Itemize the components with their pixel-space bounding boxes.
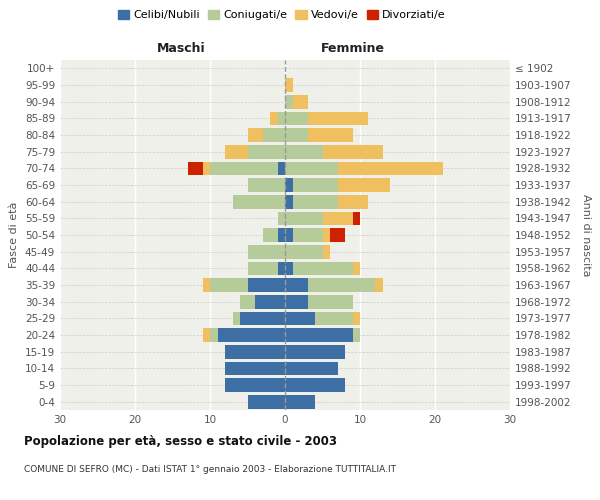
Bar: [285, 145, 323, 158]
Bar: [285, 95, 293, 108]
Bar: [285, 295, 308, 308]
Bar: [210, 278, 248, 292]
Bar: [270, 112, 277, 125]
Bar: [277, 112, 285, 125]
Bar: [353, 328, 360, 342]
Bar: [285, 345, 345, 358]
Bar: [225, 145, 248, 158]
Bar: [285, 378, 345, 392]
Bar: [203, 162, 210, 175]
Bar: [248, 178, 285, 192]
Bar: [323, 145, 383, 158]
Bar: [277, 262, 285, 275]
Bar: [337, 162, 443, 175]
Bar: [285, 128, 308, 142]
Text: Femmine: Femmine: [320, 42, 385, 55]
Bar: [248, 128, 263, 142]
Bar: [285, 245, 323, 258]
Bar: [285, 278, 308, 292]
Bar: [277, 228, 285, 242]
Bar: [225, 345, 285, 358]
Bar: [210, 162, 277, 175]
Bar: [248, 145, 285, 158]
Bar: [240, 312, 285, 325]
Bar: [293, 262, 353, 275]
Text: COMUNE DI SEFRO (MC) - Dati ISTAT 1° gennaio 2003 - Elaborazione TUTTITALIA.IT: COMUNE DI SEFRO (MC) - Dati ISTAT 1° gen…: [24, 465, 396, 474]
Bar: [285, 178, 293, 192]
Bar: [248, 262, 277, 275]
Bar: [293, 95, 308, 108]
Bar: [277, 212, 285, 225]
Bar: [353, 312, 360, 325]
Bar: [285, 112, 308, 125]
Bar: [323, 245, 330, 258]
Bar: [308, 128, 353, 142]
Bar: [285, 395, 315, 408]
Bar: [285, 195, 293, 208]
Text: Popolazione per età, sesso e stato civile - 2003: Popolazione per età, sesso e stato civil…: [24, 435, 337, 448]
Y-axis label: Fasce di età: Fasce di età: [10, 202, 19, 268]
Bar: [225, 378, 285, 392]
Bar: [233, 312, 240, 325]
Bar: [285, 312, 315, 325]
Bar: [248, 278, 285, 292]
Bar: [293, 195, 337, 208]
Bar: [337, 178, 390, 192]
Bar: [285, 262, 293, 275]
Bar: [203, 328, 210, 342]
Bar: [285, 328, 353, 342]
Bar: [187, 162, 203, 175]
Bar: [308, 112, 367, 125]
Bar: [285, 212, 323, 225]
Bar: [285, 228, 293, 242]
Bar: [277, 162, 285, 175]
Y-axis label: Anni di nascita: Anni di nascita: [581, 194, 591, 276]
Bar: [210, 328, 218, 342]
Bar: [293, 228, 323, 242]
Bar: [285, 78, 293, 92]
Bar: [203, 278, 210, 292]
Bar: [353, 212, 360, 225]
Bar: [263, 228, 277, 242]
Bar: [248, 245, 285, 258]
Bar: [225, 362, 285, 375]
Bar: [263, 128, 285, 142]
Bar: [293, 178, 337, 192]
Bar: [218, 328, 285, 342]
Bar: [337, 195, 367, 208]
Bar: [255, 295, 285, 308]
Text: Maschi: Maschi: [157, 42, 206, 55]
Bar: [308, 295, 353, 308]
Bar: [248, 395, 285, 408]
Bar: [315, 312, 353, 325]
Bar: [285, 162, 337, 175]
Bar: [285, 362, 337, 375]
Bar: [330, 228, 345, 242]
Legend: Celibi/Nubili, Coniugati/e, Vedovi/e, Divorziati/e: Celibi/Nubili, Coniugati/e, Vedovi/e, Di…: [114, 6, 450, 25]
Bar: [308, 278, 375, 292]
Bar: [233, 195, 285, 208]
Bar: [323, 212, 353, 225]
Bar: [375, 278, 383, 292]
Bar: [240, 295, 255, 308]
Bar: [323, 228, 330, 242]
Bar: [353, 262, 360, 275]
